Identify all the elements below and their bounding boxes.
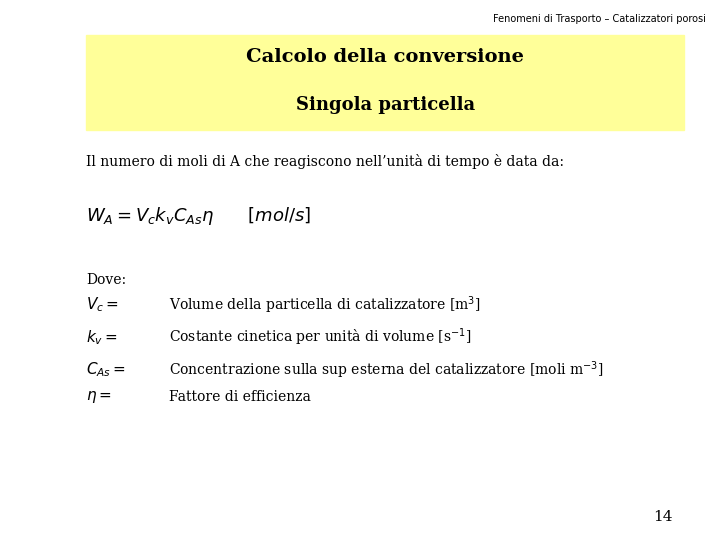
Text: $\eta =$: $\eta =$ (86, 389, 112, 405)
Text: Singola particella: Singola particella (296, 96, 474, 114)
Text: Costante cinetica per unità di volume [s$^{-1}$]: Costante cinetica per unità di volume [s… (169, 327, 472, 348)
Text: Fenomeni di Trasporto – Catalizzatori porosi: Fenomeni di Trasporto – Catalizzatori po… (492, 14, 706, 24)
Text: 14: 14 (652, 510, 672, 524)
Text: Dove:: Dove: (86, 273, 127, 287)
Text: Fattore di efficienza: Fattore di efficienza (169, 390, 311, 404)
Text: $k_v =$: $k_v =$ (86, 328, 118, 347)
Text: $W_A = V_c k_v C_{As} \eta \qquad [mol / s]$: $W_A = V_c k_v C_{As} \eta \qquad [mol /… (86, 205, 312, 227)
Text: Volume della particella di catalizzatore [m$^3$]: Volume della particella di catalizzatore… (169, 294, 481, 316)
Text: Calcolo della conversione: Calcolo della conversione (246, 48, 524, 66)
Text: Il numero di moli di A che reagiscono nell’unità di tempo è data da:: Il numero di moli di A che reagiscono ne… (86, 154, 564, 169)
Text: $V_c =$: $V_c =$ (86, 296, 120, 314)
Text: $C_{As} =$: $C_{As} =$ (86, 361, 127, 379)
Text: Concentrazione sulla sup esterna del catalizzatore [moli m$^{-3}$]: Concentrazione sulla sup esterna del cat… (169, 359, 603, 381)
FancyBboxPatch shape (86, 35, 684, 130)
